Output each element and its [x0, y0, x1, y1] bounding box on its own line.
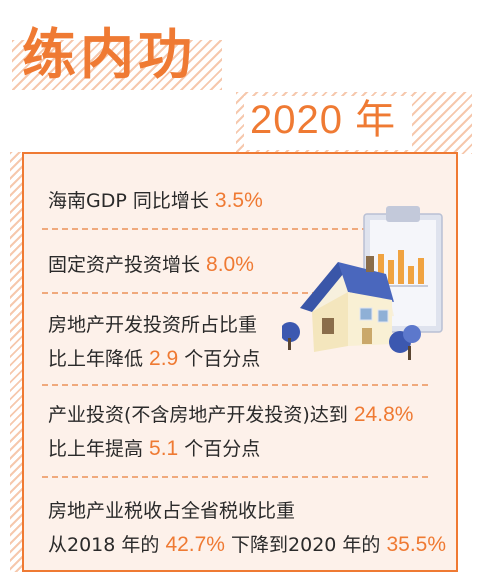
stat-label: 比上年提高	[48, 438, 150, 460]
stat-value: 5.1	[149, 437, 179, 460]
stat-value: 42.7%	[165, 533, 225, 556]
tree-icon	[282, 322, 421, 360]
stat-label: 海南GDP 同比增长	[48, 190, 215, 212]
stat-label: 比上年降低	[48, 348, 150, 370]
stat-tax-share: 房地产业税收占全省税收比重 从2018 年的 42.7% 下降到2020 年的 …	[48, 494, 446, 562]
house-illustration	[282, 206, 443, 360]
stat-value: 24.8%	[353, 403, 414, 426]
stat-fixed-investment: 固定资产投资增长 8.0%	[48, 248, 254, 282]
stat-label: 从2018 年的	[48, 534, 166, 556]
year-box	[244, 96, 412, 150]
stat-value: 8.0%	[206, 253, 254, 276]
stat-value: 3.5%	[214, 189, 263, 212]
house-icon	[300, 256, 394, 352]
year-label: 2020 年	[250, 98, 397, 142]
stat-label-tail: 个百分点	[178, 348, 261, 370]
stat-real-estate-share: 房地产开发投资所占比重 比上年降低 2.9 个百分点	[48, 308, 260, 376]
divider	[42, 384, 428, 386]
stat-value: 2.9	[149, 347, 179, 370]
stat-label-tail: 下降到2020 年的	[224, 534, 387, 556]
stat-label: 固定资产投资增长	[48, 254, 207, 276]
divider	[42, 476, 428, 478]
page-title: 练内功	[22, 23, 196, 86]
stat-label-tail: 个百分点	[178, 438, 261, 460]
stat-label: 房地产业税收占全省税收比重	[48, 500, 296, 522]
stat-value: 35.5%	[386, 533, 447, 556]
panel-side-decoration	[10, 152, 22, 572]
divider	[42, 228, 428, 230]
stat-label: 房地产开发投资所占比重	[48, 314, 258, 336]
stat-industry-investment: 产业投资(不含房地产开发投资)达到 24.8% 比上年提高 5.1 个百分点	[48, 398, 413, 466]
divider	[42, 292, 428, 294]
stat-label: 产业投资(不含房地产开发投资)达到	[48, 404, 354, 426]
stat-gdp: 海南GDP 同比增长 3.5%	[48, 184, 263, 218]
title-decoration	[12, 40, 222, 90]
